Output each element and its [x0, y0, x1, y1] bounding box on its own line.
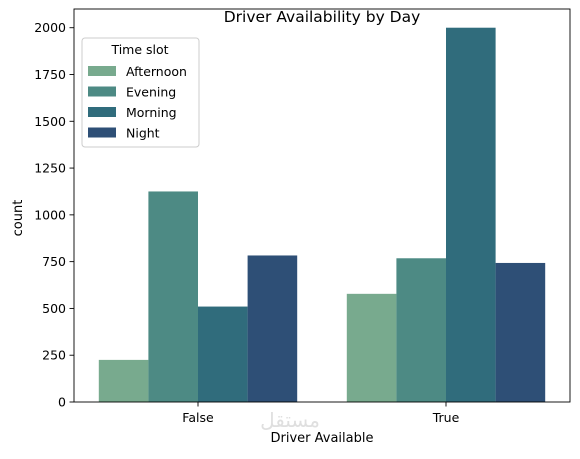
y-tick-label: 2000 [34, 20, 66, 35]
y-tick-label: 1250 [34, 161, 66, 176]
y-tick-label: 750 [42, 254, 66, 269]
legend-swatch [88, 107, 116, 117]
x-axis-label: Driver Available [271, 431, 374, 446]
y-tick-label: 500 [42, 301, 66, 316]
legend-entry-label: Evening [126, 85, 176, 100]
bar-evening-true [396, 258, 446, 402]
legend-items: Afternoon Evening Morning Night [88, 64, 187, 141]
legend-swatch [88, 66, 116, 76]
y-tick-label: 250 [42, 348, 66, 363]
x-axis: False True [182, 402, 460, 425]
bar-night-false [247, 255, 298, 402]
legend-entry-label: Night [126, 126, 160, 141]
legend-swatch [88, 86, 116, 97]
bar-evening-false [148, 191, 198, 402]
chart-title: Driver Availability by Day [224, 8, 421, 26]
x-tick-label: False [182, 410, 214, 425]
legend-entry-label: Morning [126, 105, 177, 120]
legend-box [81, 37, 200, 148]
plot-frame [73, 8, 571, 403]
watermark: مستقل [260, 408, 320, 432]
bar-afternoon-false [98, 359, 149, 402]
y-tick-label: 1750 [34, 67, 66, 82]
y-axis-label: count [11, 200, 26, 237]
y-axis: 0 250 500 750 1000 1250 1500 1750 2000 [34, 20, 74, 410]
legend: Time slot Afternoon Evening Morning Night [81, 37, 200, 148]
y-tick-label: 0 [58, 395, 66, 410]
bars-layer [98, 27, 546, 403]
y-tick-label: 1500 [34, 114, 66, 129]
bar-afternoon-true [346, 293, 397, 402]
legend-title: Time slot [110, 42, 168, 57]
y-tick-label: 1000 [34, 207, 66, 222]
bar-morning-false [198, 306, 248, 402]
bar-morning-true [446, 27, 496, 403]
bar-night-true [495, 262, 546, 402]
legend-entry-label: Afternoon [126, 64, 187, 79]
legend-swatch [88, 127, 116, 138]
x-tick-label: True [432, 410, 460, 425]
